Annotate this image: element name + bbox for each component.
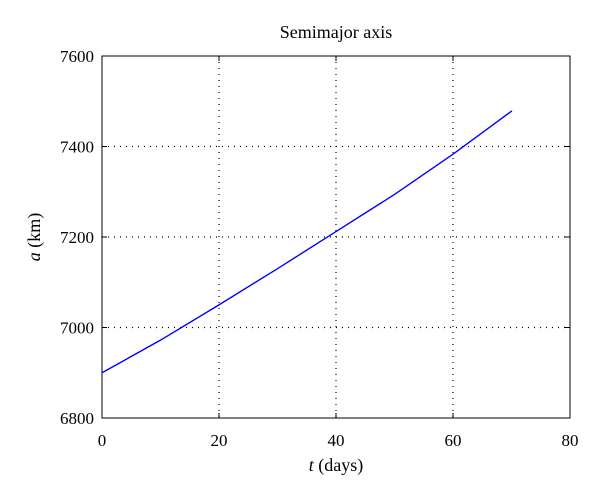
x-axis-unit: (days): [314, 455, 363, 476]
series-layer: [101, 110, 513, 374]
x-tick-label: 60: [445, 431, 462, 450]
y-tick-label: 7200: [60, 228, 94, 247]
chart-title: Semimajor axis: [280, 22, 392, 42]
y-tick-label: 7400: [60, 138, 94, 157]
x-axis-symbol: t: [309, 455, 315, 475]
grid: [102, 56, 570, 418]
plot-frame: [101, 55, 571, 419]
x-tick-label: 40: [328, 431, 345, 450]
y-axis-unit: (km): [24, 213, 45, 253]
y-tick-labels: 6800 7000 7200 7400 7600: [60, 47, 94, 428]
y-axis-symbol: a: [24, 252, 44, 261]
y-axis-label: a (km): [24, 213, 45, 262]
semimajor-axis-line: [101, 110, 513, 374]
y-tick-label: 6800: [60, 409, 94, 428]
x-tick-label: 20: [211, 431, 228, 450]
y-tick-label: 7000: [60, 319, 94, 338]
x-tick-label: 0: [98, 431, 107, 450]
x-tick-labels: 0 20 40 60 80: [98, 431, 579, 450]
y-tick-label: 7600: [60, 47, 94, 66]
x-axis-label: t (days): [309, 455, 364, 476]
x-tick-label: 80: [562, 431, 579, 450]
